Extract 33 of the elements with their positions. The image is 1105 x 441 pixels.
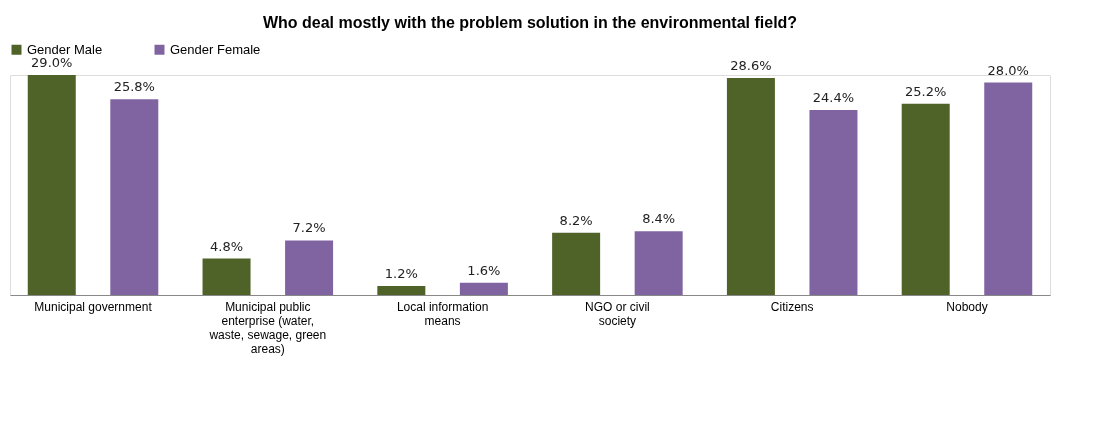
bar	[459, 282, 508, 295]
bar	[202, 258, 251, 295]
bar	[901, 103, 950, 295]
data-label: 25.8%	[113, 79, 155, 95]
bar	[110, 99, 159, 295]
bar	[634, 231, 683, 295]
x-tick-label: NGO or civil society	[585, 299, 650, 328]
data-label: 29.0%	[31, 55, 73, 70]
bar	[285, 240, 334, 295]
data-label: 25.2%	[905, 83, 947, 99]
x-tick-label: Citizens	[770, 299, 814, 314]
chart-title: Who deal mostly with the problem solution in the environmental field?	[262, 14, 798, 31]
bar	[377, 285, 426, 295]
data-label: 4.8%	[210, 238, 244, 254]
bar	[27, 75, 76, 295]
bar	[984, 82, 1033, 295]
data-label: 1.2%	[384, 265, 418, 281]
data-label: 1.6%	[467, 262, 501, 278]
data-label: 28.6%	[730, 58, 772, 74]
data-label: 28.0%	[987, 62, 1029, 78]
x-tick-label: Municipal public enterprise (water, waste, sewage, green areas)	[208, 299, 327, 356]
bar	[726, 78, 775, 295]
x-tick-label: Municipal government	[34, 299, 153, 314]
bar	[552, 232, 601, 295]
data-label: 24.4%	[812, 89, 855, 105]
bar	[809, 109, 858, 295]
data-label: 8.2%	[559, 212, 593, 228]
x-tick-label: Nobody	[946, 299, 988, 314]
data-label: 7.2%	[292, 220, 326, 236]
data-label: 8.4%	[642, 211, 676, 227]
legend-label: Gender Male	[27, 41, 103, 57]
legend-label: Gender Female	[170, 41, 261, 57]
x-tick-label: Local information means	[396, 299, 489, 328]
